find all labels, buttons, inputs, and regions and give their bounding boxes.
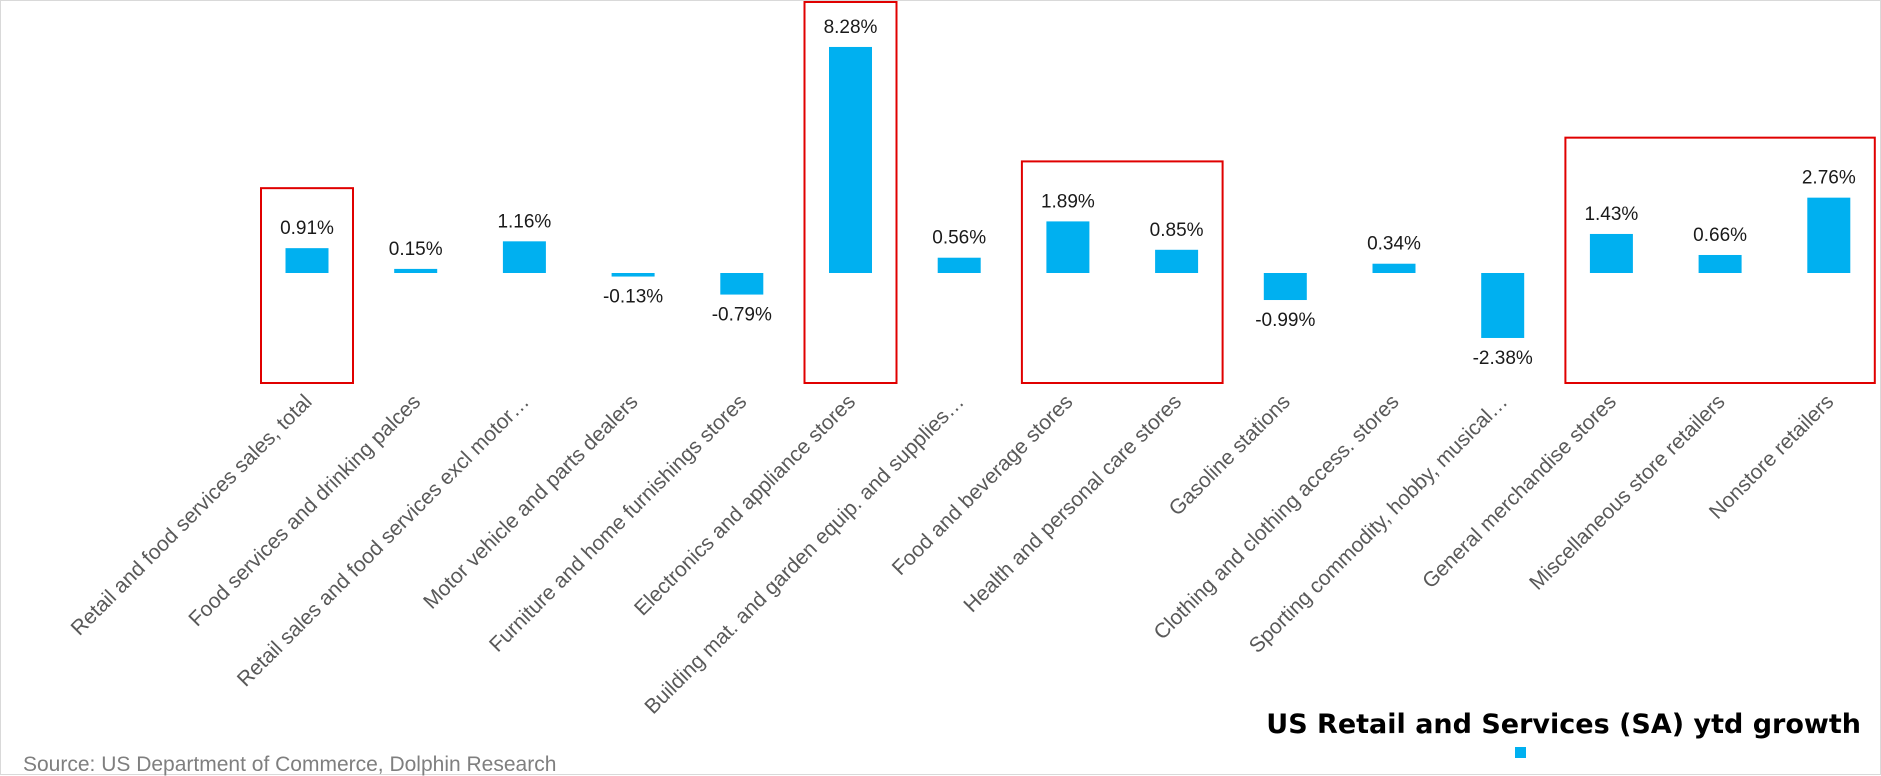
value-label-2: 1.16% [497, 211, 551, 232]
bar-2 [502, 241, 546, 273]
value-label-12: 1.43% [1584, 204, 1638, 225]
highlight-box-1 [803, 1, 898, 384]
category-label-0: Retail and food services sales, total [67, 390, 317, 640]
bar-0 [285, 248, 329, 273]
bar-14 [1807, 197, 1851, 273]
value-labels: 0.91% 0.15% 1.16% -0.13% -0.79% 8.28% 0.56% 1.8… [280, 17, 1856, 369]
bar-1 [394, 268, 438, 273]
value-label-4: -0.79% [712, 305, 772, 326]
value-label-6: 0.56% [932, 228, 986, 249]
legend-swatch [1515, 747, 1526, 758]
highlight-box-0 [260, 187, 354, 384]
value-label-5: 8.28% [824, 17, 878, 38]
value-label-0: 0.91% [280, 218, 334, 239]
value-label-7: 1.89% [1041, 191, 1095, 212]
highlight-boxes [260, 1, 1876, 384]
value-label-9: -0.99% [1255, 310, 1315, 331]
category-label-7: Food and beverage stores [888, 390, 1078, 580]
category-label-12: General merchandise stores [1418, 390, 1621, 593]
value-label-3: -0.13% [603, 287, 663, 308]
category-label-3: Motor vehicle and parts dealers [419, 390, 642, 613]
category-label-13: Miscellaneous store retailers [1525, 390, 1729, 594]
bar-6 [937, 257, 981, 273]
highlight-box-2 [1020, 160, 1224, 384]
bar-10 [1372, 263, 1416, 273]
legend-title: US Retail and Services (SA) ytd growth [1266, 709, 1861, 740]
value-label-1: 0.15% [389, 239, 443, 260]
bar-3 [611, 273, 655, 277]
category-label-5: Electronics and appliance stores [630, 390, 860, 620]
value-label-13: 0.66% [1693, 225, 1747, 246]
value-label-10: 0.34% [1367, 234, 1421, 255]
category-label-10: Clothing and clothing access. stores [1150, 390, 1404, 644]
bar-13 [1698, 254, 1742, 273]
legend: US Retail and Services (SA) ytd growth [1266, 709, 1861, 758]
bars [285, 46, 1851, 338]
bar-4 [720, 273, 764, 295]
value-label-8: 0.85% [1150, 220, 1204, 241]
category-labels: Retail and food services sales, totalFoo… [67, 390, 1839, 718]
bar-8 [1155, 249, 1199, 273]
source-note: Source: US Department of Commerce, Dolph… [23, 753, 556, 776]
bar-11 [1481, 273, 1525, 338]
category-label-1: Food services and drinking palces [184, 390, 425, 631]
value-label-11: -2.38% [1473, 348, 1533, 369]
bar-7 [1046, 221, 1090, 273]
bar-12 [1589, 233, 1633, 273]
bar-9 [1263, 273, 1307, 301]
category-label-8: Health and personal care stores [959, 390, 1186, 617]
value-label-14: 2.76% [1802, 168, 1856, 189]
highlight-box-3 [1564, 136, 1876, 384]
bar-5 [829, 46, 872, 274]
